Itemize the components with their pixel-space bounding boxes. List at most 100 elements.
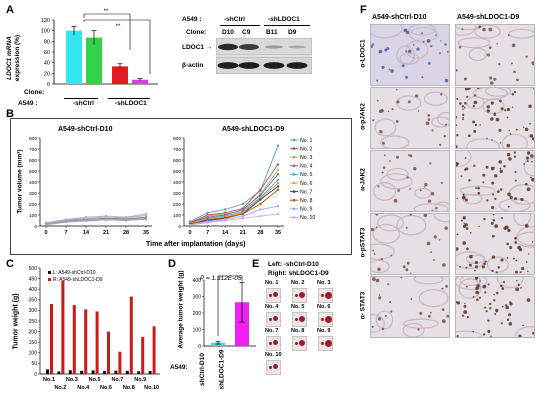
panel-b-point xyxy=(276,212,280,216)
panel-a-ytick: 0 xyxy=(47,82,50,88)
panel-b-series-line xyxy=(45,218,147,226)
panel-d-bar xyxy=(235,302,249,346)
panel-c-xtick: No.9 xyxy=(134,377,146,383)
panel-b-legend-item: No. 10 xyxy=(300,215,315,221)
panel-d-ytick: 400 xyxy=(193,278,202,284)
ihc-image-ctrl xyxy=(370,87,450,149)
panel-b-point xyxy=(276,163,280,166)
panel-b-legend-item: No. 2 xyxy=(300,146,313,152)
ihc-row-label: α-JAK2 xyxy=(359,168,367,191)
tumor-label: No. 7 xyxy=(265,328,279,334)
tumor-photo xyxy=(266,336,281,351)
panel-c-label: C xyxy=(6,258,14,270)
panel-b-ytick: 800 xyxy=(173,136,181,142)
panel-b-point xyxy=(276,188,280,191)
panel-a-group-ctrl: -shCtrl xyxy=(73,100,94,107)
panel-b-xtick: 14 xyxy=(83,230,90,236)
panel-f-col1: A549-shCtrl-D10 xyxy=(372,14,427,21)
panel-f-label: F xyxy=(360,4,367,16)
tumor-photo xyxy=(266,312,281,327)
panel-a-ytick: 80 xyxy=(44,39,50,45)
panel-b-point xyxy=(64,220,68,224)
blot-row-ldoc1: LDOC1 → xyxy=(182,44,212,51)
ihc-image-ctrl xyxy=(370,276,450,338)
panel-b-ytick: 700 xyxy=(173,147,181,153)
panel-b-title-left: A549-shCtrl-D10 xyxy=(58,126,113,133)
panel-b-series-line xyxy=(189,213,279,226)
panel-b-ytick: 500 xyxy=(29,169,37,175)
tumor-photo xyxy=(318,312,333,327)
panel-b-title-right: A549-shLDOC1-D9 xyxy=(222,126,285,133)
panel-b-point xyxy=(144,212,148,216)
panel-c-ytick: 500 xyxy=(29,266,38,272)
panel-b-point xyxy=(259,194,262,197)
panel-b-ytick: 200 xyxy=(173,202,181,208)
tumor-label: No. 6 xyxy=(317,304,331,310)
panel-b-point xyxy=(276,181,280,185)
panel-b-point xyxy=(276,178,280,181)
panel-b-legend-item: No. 9 xyxy=(300,207,313,213)
panel-b-ytick: 600 xyxy=(173,158,181,164)
panel-b-series-line xyxy=(45,213,147,224)
panel-b-xtick: 0 xyxy=(188,230,191,236)
panel-b-point xyxy=(224,219,227,222)
panel-d-cat-ctrl: shCtrl-D10 xyxy=(198,353,206,386)
panel-a-ylabel-1: LDOC1 mRNA xyxy=(6,36,13,80)
sig-bracket-2 xyxy=(83,19,151,74)
panel-c-bar xyxy=(125,370,129,374)
panel-a-ytick: 100 xyxy=(41,29,50,35)
panel-d-label: D xyxy=(168,258,176,270)
panel-e-label: E xyxy=(252,258,260,270)
panel-c-xtick: No.6 xyxy=(100,385,112,391)
panel-a-group-ldoc: -shLDOC1 xyxy=(115,100,147,107)
blot-clone-b11: B11 xyxy=(266,29,278,36)
panel-c-ytick: 50 xyxy=(31,361,37,367)
panel-b-legend-item: No. 8 xyxy=(300,198,313,204)
ihc-image-ldoc xyxy=(455,87,535,149)
panel-c-bar xyxy=(107,331,110,374)
blot-row-actin: β-actin xyxy=(182,62,204,69)
panel-b-point xyxy=(259,188,262,191)
panel-b-legend-item: No. 6 xyxy=(300,181,313,187)
panel-c-ytick: 200 xyxy=(29,329,38,335)
panel-b-legend: No. 1 No. 2 No. 3 No. 4 No. 5 No. 6 No. 7 No. 8… xyxy=(290,138,315,221)
panel-d-ytick: 300 xyxy=(193,294,202,300)
panel-b-point xyxy=(241,217,244,220)
panel-b-ytick: 600 xyxy=(29,158,37,164)
panel-b-point xyxy=(64,218,68,221)
panel-b-point xyxy=(206,218,209,221)
sig-bracket-1 xyxy=(83,13,131,50)
tumor-label: No. 4 xyxy=(265,304,279,310)
tumor-photo xyxy=(266,288,281,303)
panel-c-ytick: 0 xyxy=(34,372,37,378)
panel-b-point xyxy=(259,202,262,206)
panel-b-legend-item: No. 1 xyxy=(300,138,313,144)
panel-b-right-chart: 0 100 200 300 400 500 600 700 800 0 7 14 21 28 35 xyxy=(173,136,284,236)
panel-b-ytick: 800 xyxy=(29,136,37,142)
panel-b-xtick: 35 xyxy=(143,230,149,236)
ihc-image-ctrl xyxy=(370,213,450,275)
panel-b-xtick: 7 xyxy=(206,230,209,236)
panel-b-xtick: 35 xyxy=(275,230,281,236)
panel-c-xtick: No.10 xyxy=(144,385,159,391)
panel-b-legend-item: No. 3 xyxy=(300,155,313,161)
panel-c-ytick: 250 xyxy=(29,319,38,325)
panel-b-legend-item: No. 4 xyxy=(300,164,313,170)
panel-b-point xyxy=(144,218,148,221)
ihc-image-ctrl xyxy=(370,24,450,86)
panel-a-ctrl-underline xyxy=(64,98,98,99)
panel-b-ytick: 500 xyxy=(173,169,181,175)
panel-e-right-text: Right: shLDOC1-D9 xyxy=(268,270,329,277)
panel-b-point xyxy=(224,216,227,219)
panel-c-xtick: No.8 xyxy=(123,385,135,391)
panel-c-bar xyxy=(61,280,65,374)
panel-c-ytick: 300 xyxy=(29,308,38,314)
panel-c-bar xyxy=(50,304,53,374)
panel-a-clone-label: Clone: xyxy=(24,89,45,96)
blot-clone-d10: D10 xyxy=(222,29,234,36)
panel-a-a549-label: A549 : xyxy=(18,100,38,107)
ihc-row-label: α-pSTAT3 xyxy=(359,227,367,258)
panel-b-point xyxy=(276,185,280,188)
panel-a-ytick: 40 xyxy=(44,61,50,67)
panel-b-point xyxy=(241,212,244,216)
